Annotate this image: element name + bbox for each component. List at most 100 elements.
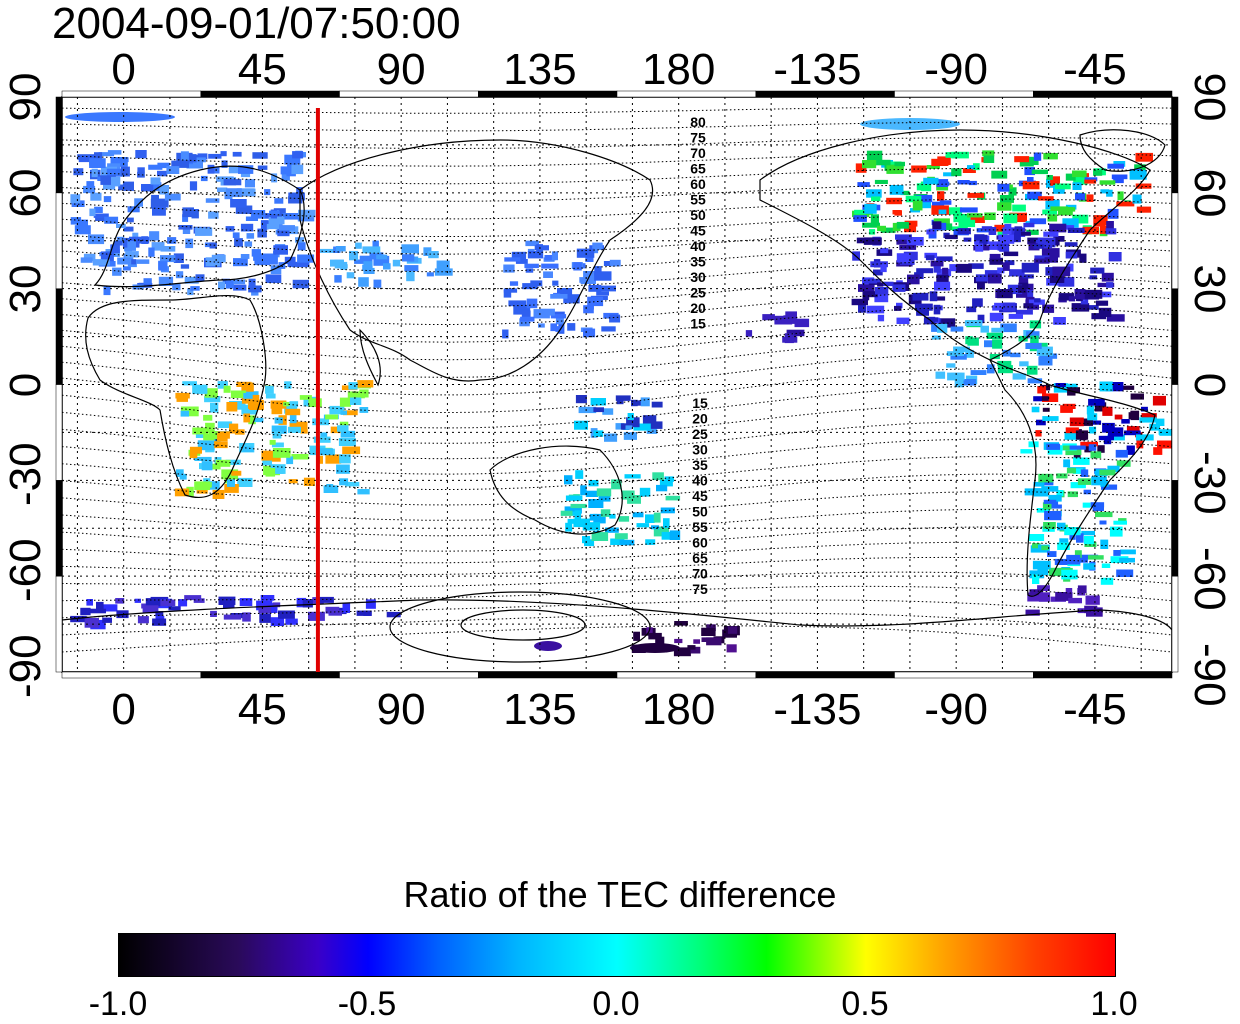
tec-data-patch — [648, 632, 662, 640]
tec-data-patch — [386, 611, 401, 618]
tec-data-patch — [325, 414, 339, 420]
contour-label: 60 — [690, 176, 706, 192]
tec-data-patch — [127, 217, 134, 223]
tec-data-patch — [106, 168, 123, 177]
tec-data-patch — [103, 196, 112, 203]
tec-data-patch — [71, 200, 85, 207]
contour-line — [61, 438, 1173, 475]
axis-bar — [55, 480, 63, 577]
tec-data-patch — [522, 283, 538, 290]
tec-data-patch — [937, 323, 948, 333]
tec-data-patch — [610, 538, 625, 545]
tec-data-patch — [997, 289, 1013, 299]
tec-data-patch — [226, 188, 242, 198]
tec-data-patch — [168, 606, 181, 611]
tec-data-patch — [343, 410, 358, 416]
tec-data-patch — [934, 281, 951, 291]
colorbar-title: Ratio of the TEC difference — [403, 874, 837, 915]
tec-data-patch — [1101, 272, 1114, 282]
tec-data-patch — [1084, 541, 1097, 547]
tec-data-patch — [1028, 534, 1045, 541]
tec-data-patch — [271, 425, 287, 434]
tec-data-patch — [1153, 447, 1163, 455]
tec-data-patch — [943, 172, 955, 177]
tec-data-patch — [272, 602, 281, 608]
tec-data-patch — [1008, 187, 1017, 196]
tec-data-patch — [944, 234, 958, 240]
tec-data-patch — [337, 425, 349, 432]
tec-data-patch — [137, 616, 149, 624]
tec-data-patch — [373, 255, 390, 266]
tec-data-patch — [1032, 560, 1051, 570]
tec-data-patch — [134, 198, 143, 207]
axis-bar — [1171, 575, 1179, 673]
tec-data-patch — [210, 402, 219, 413]
tec-data-patch — [1126, 445, 1135, 455]
tec-data-patch — [220, 151, 227, 157]
tec-data-patch — [428, 251, 439, 259]
tec-data-patch — [1072, 214, 1089, 224]
tec-data-patch — [588, 480, 599, 487]
tec-data-patch — [1044, 257, 1058, 263]
tec-data-patch — [252, 152, 268, 159]
tec-data-patch — [726, 644, 737, 653]
tec-data-patch — [889, 185, 904, 195]
tec-data-patch — [989, 312, 1004, 322]
tec-data-patch — [997, 183, 1010, 192]
axis-bar — [200, 671, 340, 679]
tec-data-patch — [1053, 317, 1066, 325]
tec-data-patch — [1027, 191, 1042, 199]
tec-data-patch — [208, 430, 218, 440]
tec-data-patch — [882, 281, 894, 287]
tec-data-patch — [1048, 567, 1063, 576]
tec-data-patch — [436, 260, 450, 270]
tec-data-patch — [942, 267, 949, 275]
tec-data-patch — [363, 261, 373, 269]
lat-tick-left: -90 — [1, 634, 50, 698]
contour-line — [61, 214, 1173, 237]
tec-data-patch — [693, 639, 700, 644]
tec-data-patch — [1130, 393, 1144, 400]
tec-data-patch — [774, 315, 793, 325]
contour-line — [61, 183, 1173, 202]
tec-data-patch — [1091, 476, 1107, 486]
contour-labels: 8075706560555045403530252015152025303540… — [690, 114, 708, 597]
tec-data-patch — [977, 282, 985, 290]
tec-data-patch — [520, 316, 535, 322]
tec-data-patch — [257, 228, 267, 238]
tec-data-patch — [904, 220, 918, 227]
tec-data-patch — [914, 303, 933, 311]
tec-data-patch — [1027, 177, 1034, 182]
tec-data-patch — [1043, 231, 1059, 237]
tec-data-patch — [661, 531, 672, 540]
lat-tick-right: 30 — [1185, 264, 1234, 314]
tec-data-patch — [355, 242, 362, 249]
tec-data-patch — [936, 274, 949, 282]
tec-data-patch — [904, 225, 917, 233]
tec-data-patch — [1052, 266, 1071, 277]
tec-data-patch — [1091, 313, 1107, 320]
tec-data-patch — [102, 617, 112, 623]
contour-line — [61, 291, 1173, 325]
tec-data-patch — [308, 398, 322, 407]
tec-data-patch — [1099, 381, 1113, 392]
tec-data-patch — [1003, 213, 1018, 224]
tec-data-patch — [270, 464, 286, 474]
tec-data-patch — [1069, 445, 1086, 450]
tec-data-patch — [954, 379, 965, 388]
tec-data-patch — [1089, 426, 1097, 434]
contour-line — [61, 152, 1173, 167]
tec-data-patch — [962, 168, 976, 173]
tec-data-patch — [967, 165, 975, 170]
tec-data-patch — [646, 428, 658, 434]
tec-data-patch — [155, 611, 164, 616]
tec-data-patch — [745, 330, 753, 337]
tec-data-patch — [858, 284, 875, 292]
tec-data-patch — [74, 225, 91, 235]
tec-data-patch — [973, 163, 980, 171]
tec-data-patch — [1026, 365, 1038, 375]
tec-data-patch — [915, 194, 933, 203]
tec-data-patch — [260, 595, 275, 601]
tec-data-patch — [241, 382, 254, 392]
tec-data-patch — [1105, 382, 1124, 392]
